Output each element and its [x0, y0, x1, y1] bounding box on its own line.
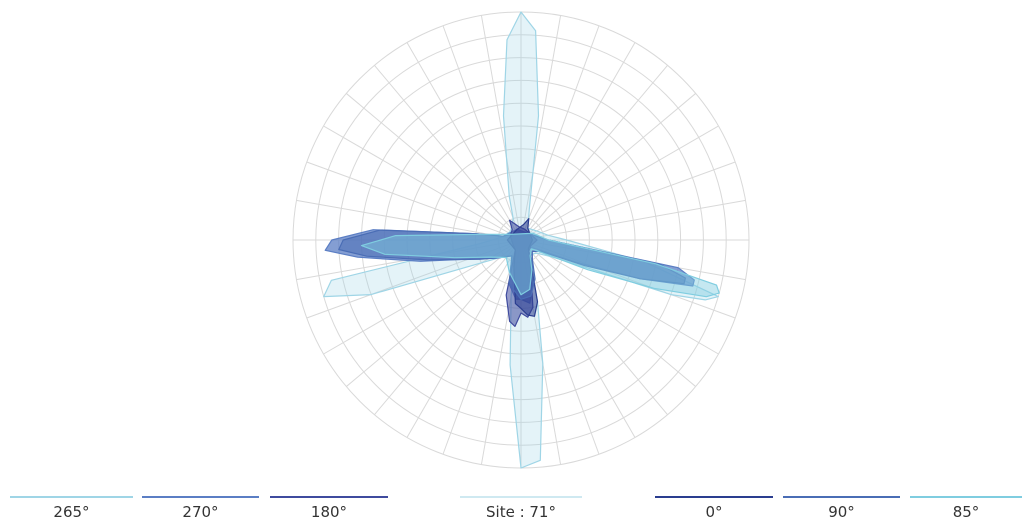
grid-spoke	[480, 15, 522, 241]
legend-item-265[interactable]: 265°	[10, 496, 133, 522]
legend-line-site	[460, 496, 582, 498]
grid-spoke	[520, 15, 562, 241]
grid-spoke	[374, 65, 522, 241]
grid-spoke	[520, 239, 719, 355]
grid-spoke	[346, 93, 522, 241]
legend-line-85	[910, 496, 1022, 498]
series-85-area	[360, 232, 720, 298]
grid-spoke	[323, 125, 522, 241]
legend-item-90[interactable]: 90°	[783, 496, 900, 522]
grid-spoke	[520, 125, 719, 241]
legend-line-0	[655, 496, 773, 498]
legend-item-site[interactable]: Site : 71°	[460, 496, 582, 522]
polar-grid	[292, 11, 750, 469]
grid-spoke	[520, 65, 668, 241]
legend-item-180[interactable]: 180°	[270, 496, 388, 522]
grid-spoke	[520, 93, 696, 241]
grid-spoke	[520, 239, 668, 415]
legend-item-270[interactable]: 270°	[142, 496, 259, 522]
series-layer	[323, 11, 720, 469]
legend-item-0[interactable]: 0°	[655, 496, 773, 522]
grid-spoke	[520, 25, 600, 241]
grid-spoke	[520, 239, 636, 438]
grid-spoke	[520, 239, 696, 387]
grid-spoke	[520, 42, 636, 241]
legend-label-site: Site : 71°	[486, 503, 556, 521]
legend-label-270: 270°	[182, 503, 219, 521]
grid-spoke	[406, 42, 522, 241]
legend-label-85: 85°	[952, 503, 980, 521]
legend-label-0: 0°	[705, 503, 723, 521]
grid-spoke	[520, 199, 746, 241]
grid-spoke	[306, 161, 522, 241]
legend-item-85[interactable]: 85°	[910, 496, 1022, 522]
grid-spoke	[374, 239, 522, 415]
legend-label-265: 265°	[53, 503, 90, 521]
grid-spoke	[520, 161, 736, 241]
legend-label-90: 90°	[828, 503, 855, 521]
legend-label-180: 180°	[310, 503, 348, 521]
grid-spoke	[442, 239, 522, 455]
legend-line-90	[783, 496, 900, 498]
legend-line-180	[270, 496, 388, 498]
grid-spoke	[406, 239, 522, 438]
grid-spoke	[442, 25, 522, 241]
grid-spoke	[346, 239, 522, 387]
legend-line-265	[10, 496, 133, 498]
polar-chart	[292, 11, 750, 469]
grid-spoke	[296, 199, 522, 241]
legend-line-270	[142, 496, 259, 498]
